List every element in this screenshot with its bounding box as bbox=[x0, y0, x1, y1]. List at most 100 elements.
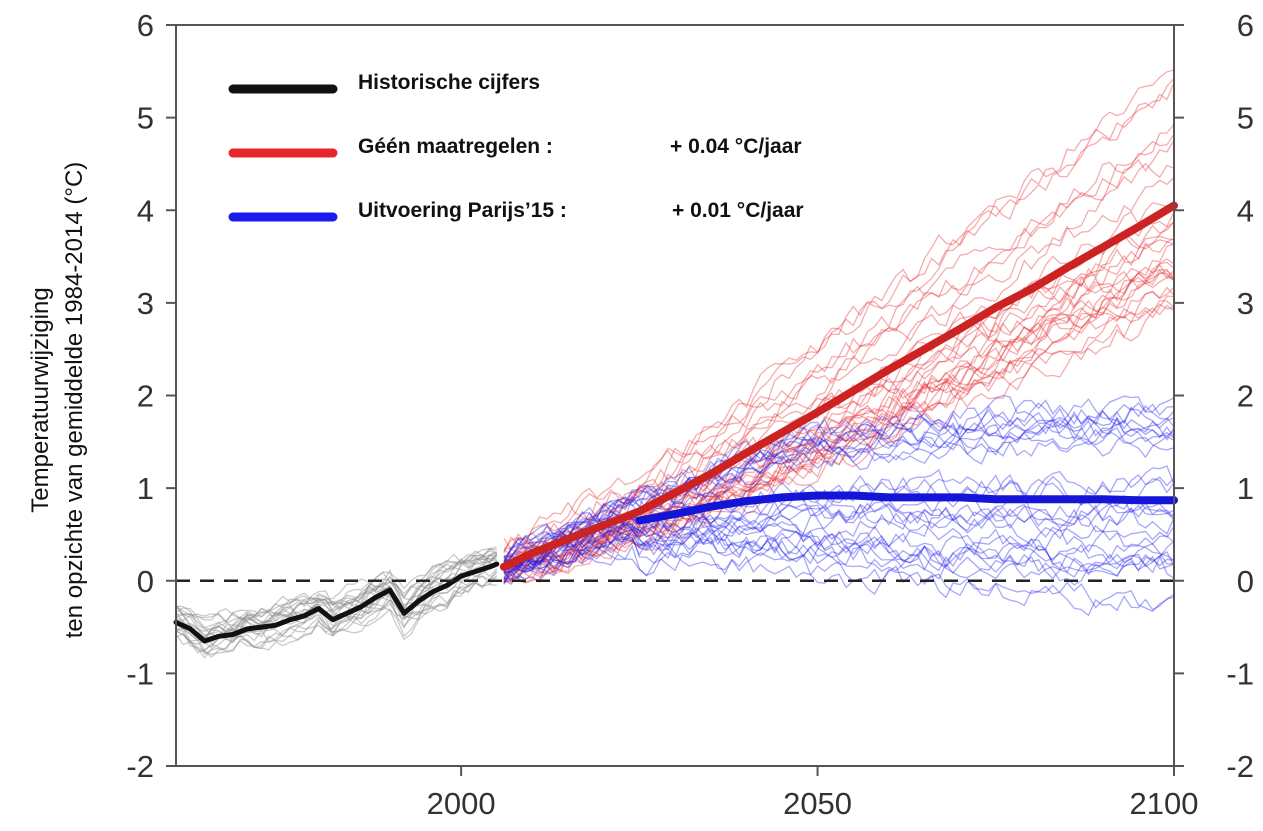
y-tick-label-left: -1 bbox=[126, 656, 154, 691]
ensemble-member bbox=[175, 553, 498, 627]
x-tick-label: 2050 bbox=[783, 786, 852, 821]
y-tick-label-right: -2 bbox=[1226, 749, 1254, 784]
y-tick-label-left: 2 bbox=[137, 379, 154, 414]
y-tick-label-right: 2 bbox=[1237, 379, 1254, 414]
series-line-historical bbox=[173, 561, 500, 644]
ensemble-member bbox=[175, 547, 498, 623]
ensemble-member bbox=[503, 82, 1175, 550]
ensemble-member bbox=[176, 546, 497, 633]
ensemble-member bbox=[503, 414, 1175, 565]
ensemble-member bbox=[503, 69, 1175, 554]
ensemble-member bbox=[503, 269, 1175, 584]
ensemble-member bbox=[503, 526, 1175, 574]
ensemble-member bbox=[503, 502, 1175, 574]
ensemble-member bbox=[175, 548, 497, 623]
ensemble-member bbox=[503, 501, 1175, 570]
ensemble-member bbox=[503, 550, 1175, 613]
ensemble-member bbox=[503, 276, 1175, 573]
y-tick-label-left: 3 bbox=[137, 286, 154, 321]
ensemble-member bbox=[503, 261, 1175, 575]
ensemble-member bbox=[503, 237, 1175, 572]
y-tick-label-right: 1 bbox=[1237, 471, 1254, 506]
legend-label-paris: Uitvoering Parijs’15 : bbox=[358, 199, 567, 222]
ensemble-no-measures bbox=[503, 69, 1175, 584]
ensemble-member bbox=[503, 77, 1175, 554]
ensemble-member bbox=[503, 398, 1175, 562]
ensemble-member bbox=[503, 417, 1175, 565]
ensemble-member bbox=[503, 133, 1175, 552]
ensemble-member bbox=[503, 501, 1175, 575]
ensemble-member bbox=[503, 465, 1175, 573]
ensemble-member bbox=[503, 162, 1175, 566]
ensemble-member bbox=[503, 527, 1175, 582]
y-tick-label-left: 5 bbox=[137, 101, 154, 136]
ensemble-member bbox=[503, 139, 1175, 566]
ensemble-member bbox=[175, 553, 498, 640]
y-tick-label-right: 4 bbox=[1237, 193, 1254, 228]
ensemble-member bbox=[503, 177, 1175, 558]
ensemble-member bbox=[503, 272, 1175, 577]
ensemble-member bbox=[503, 524, 1175, 580]
ensemble-member bbox=[503, 235, 1175, 575]
ensemble-member bbox=[503, 239, 1175, 577]
y-axis-title-line-1: Temperatuurwijziging bbox=[27, 287, 54, 512]
ensemble-member bbox=[503, 519, 1175, 575]
series-line-no-measures bbox=[499, 201, 1178, 571]
y-tick-label-left: 6 bbox=[137, 8, 154, 43]
ensemble-member bbox=[503, 268, 1175, 572]
y-tick-label-left: 0 bbox=[137, 564, 154, 599]
legend-label-historical: Historische cijfers bbox=[358, 71, 540, 94]
x-tick-label: 2100 bbox=[1130, 786, 1199, 821]
ensemble-member bbox=[503, 202, 1175, 573]
ensemble-member bbox=[175, 577, 497, 659]
ensemble-member bbox=[503, 263, 1175, 575]
ticks-layer: -2 -2 -1 -1 0 0 1 1 2 2 3 3 4 4 5 5 6 6 2000 2050 2100 bbox=[126, 8, 1254, 821]
ensemble-member bbox=[503, 304, 1175, 582]
ensemble-member bbox=[503, 531, 1175, 586]
ensemble-member bbox=[503, 123, 1175, 561]
y-tick-label-left: -2 bbox=[126, 749, 154, 784]
y-axis-title: Temperatuurwijziging ten opzichte van ge… bbox=[27, 162, 88, 639]
ensemble-member bbox=[503, 468, 1175, 571]
ensemble-member bbox=[503, 506, 1175, 580]
series-line-paris bbox=[635, 491, 1178, 525]
x-tick-label: 2000 bbox=[427, 786, 496, 821]
ensemble-member bbox=[503, 423, 1175, 568]
mean-layer bbox=[173, 201, 1178, 644]
ensemble-member bbox=[503, 286, 1175, 583]
ensemble-member bbox=[503, 397, 1175, 563]
y-tick-label-right: 0 bbox=[1237, 564, 1254, 599]
y-tick-label-right: -1 bbox=[1226, 656, 1254, 691]
ensemble-member bbox=[175, 570, 498, 655]
y-axis-title-line-2: ten opzichte van gemiddelde 1984-2014 (°… bbox=[61, 162, 88, 639]
ensemble-member bbox=[503, 394, 1175, 559]
ensemble-member bbox=[503, 286, 1175, 584]
ensemble-member bbox=[175, 553, 498, 639]
ensemble-member bbox=[503, 418, 1175, 566]
ensemble-member bbox=[503, 258, 1175, 567]
legend-rate-no-measures: + 0.04 °C/jaar bbox=[670, 135, 802, 158]
ensemble-member bbox=[175, 557, 497, 639]
ensemble-member bbox=[503, 427, 1175, 563]
ensemble-member bbox=[175, 582, 497, 658]
ensemble-member bbox=[503, 533, 1175, 584]
ensemble-member bbox=[175, 568, 498, 653]
ensemble-member bbox=[503, 494, 1175, 579]
ensemble-member bbox=[503, 520, 1175, 574]
legend: Historische cijfers Géén maatregelen : +… bbox=[228, 71, 804, 222]
ensemble-member bbox=[503, 221, 1175, 570]
ensemble-member bbox=[503, 299, 1175, 584]
ensemble-member bbox=[503, 470, 1175, 569]
ensemble-member bbox=[175, 551, 498, 636]
y-tick-label-left: 1 bbox=[137, 471, 154, 506]
legend-label-no-measures: Géén maatregelen : bbox=[358, 135, 553, 158]
legend-rate-paris: + 0.01 °C/jaar bbox=[672, 199, 804, 222]
y-tick-label-right: 3 bbox=[1237, 286, 1254, 321]
y-tick-label-right: 6 bbox=[1237, 8, 1254, 43]
ensemble-member bbox=[175, 571, 498, 655]
ensemble-member bbox=[503, 269, 1175, 584]
ensemble-member bbox=[503, 543, 1175, 617]
ensemble-member bbox=[503, 410, 1175, 558]
